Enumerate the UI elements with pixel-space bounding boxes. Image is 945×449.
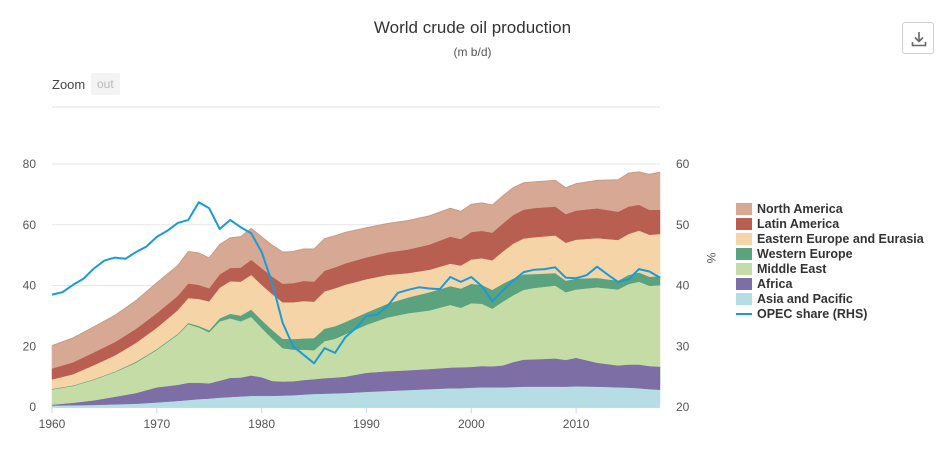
legend-label: Asia and Pacific — [757, 291, 853, 306]
y-tick-label: 80 — [23, 157, 37, 171]
legend-label: Western Europe — [757, 246, 853, 261]
legend-swatch — [736, 217, 752, 230]
legend-label: Africa — [757, 276, 793, 291]
legend-item[interactable]: Latin America — [736, 216, 924, 231]
legend-item[interactable]: Western Europe — [736, 246, 924, 261]
zoom-out-button[interactable]: out — [91, 73, 120, 95]
legend-swatch — [736, 247, 752, 260]
x-tick-label: 1990 — [353, 417, 380, 431]
legend-swatch — [736, 202, 752, 215]
axes: 1960 1970 1980 1990 2000 2010 0 20 40 60 80 20 30 40 5… — [23, 157, 718, 431]
x-tick-label: 1970 — [143, 417, 170, 431]
legend-item[interactable]: OPEC share (RHS) — [736, 306, 924, 321]
legend-item[interactable]: North America — [736, 201, 924, 216]
legend-label: Eastern Europe and Eurasia — [757, 231, 924, 246]
x-tick-label: 1980 — [248, 417, 275, 431]
stacked-areas — [51, 171, 661, 408]
legend-label: Latin America — [757, 216, 840, 231]
legend-item[interactable]: Eastern Europe and Eurasia — [736, 231, 924, 246]
y2-tick-label: 30 — [676, 339, 690, 353]
export-button[interactable] — [902, 22, 934, 54]
x-tick-label: 1960 — [39, 417, 66, 431]
legend-swatch — [736, 277, 752, 290]
zoom-label: Zoom — [52, 77, 86, 92]
download-icon — [911, 32, 927, 47]
legend-label: OPEC share (RHS) — [757, 306, 868, 321]
legend-swatch — [736, 292, 752, 305]
y-tick-label: 60 — [23, 218, 37, 232]
legend: North America Latin America Eastern Europe… — [736, 201, 924, 321]
y2-tick-label: 60 — [676, 157, 690, 171]
legend-line-swatch — [736, 308, 752, 320]
legend-item[interactable]: Africa — [736, 276, 924, 291]
legend-label: North America — [757, 201, 843, 216]
y2-tick-label: 20 — [676, 400, 690, 414]
opec-share-line — [51, 201, 661, 365]
legend-label: Middle East — [757, 261, 827, 276]
opec-share-path[interactable] — [51, 201, 661, 365]
y-tick-label: 40 — [23, 279, 37, 293]
y-tick-label: 20 — [23, 339, 37, 353]
legend-item[interactable]: Middle East — [736, 261, 924, 276]
chart-subtitle: (m b/d) — [453, 45, 492, 59]
chart-title: World crude oil production — [373, 18, 572, 37]
x-tick-label: 2010 — [563, 417, 590, 431]
legend-item[interactable]: Asia and Pacific — [736, 291, 924, 306]
y2-axis-label: % — [704, 253, 718, 264]
legend-swatch — [736, 232, 752, 245]
legend-swatch — [736, 262, 752, 275]
y2-tick-label: 40 — [676, 279, 690, 293]
y-tick-label: 0 — [29, 400, 36, 414]
y2-tick-label: 50 — [676, 218, 690, 232]
x-tick-label: 2000 — [458, 417, 485, 431]
stack-outline — [51, 171, 661, 347]
